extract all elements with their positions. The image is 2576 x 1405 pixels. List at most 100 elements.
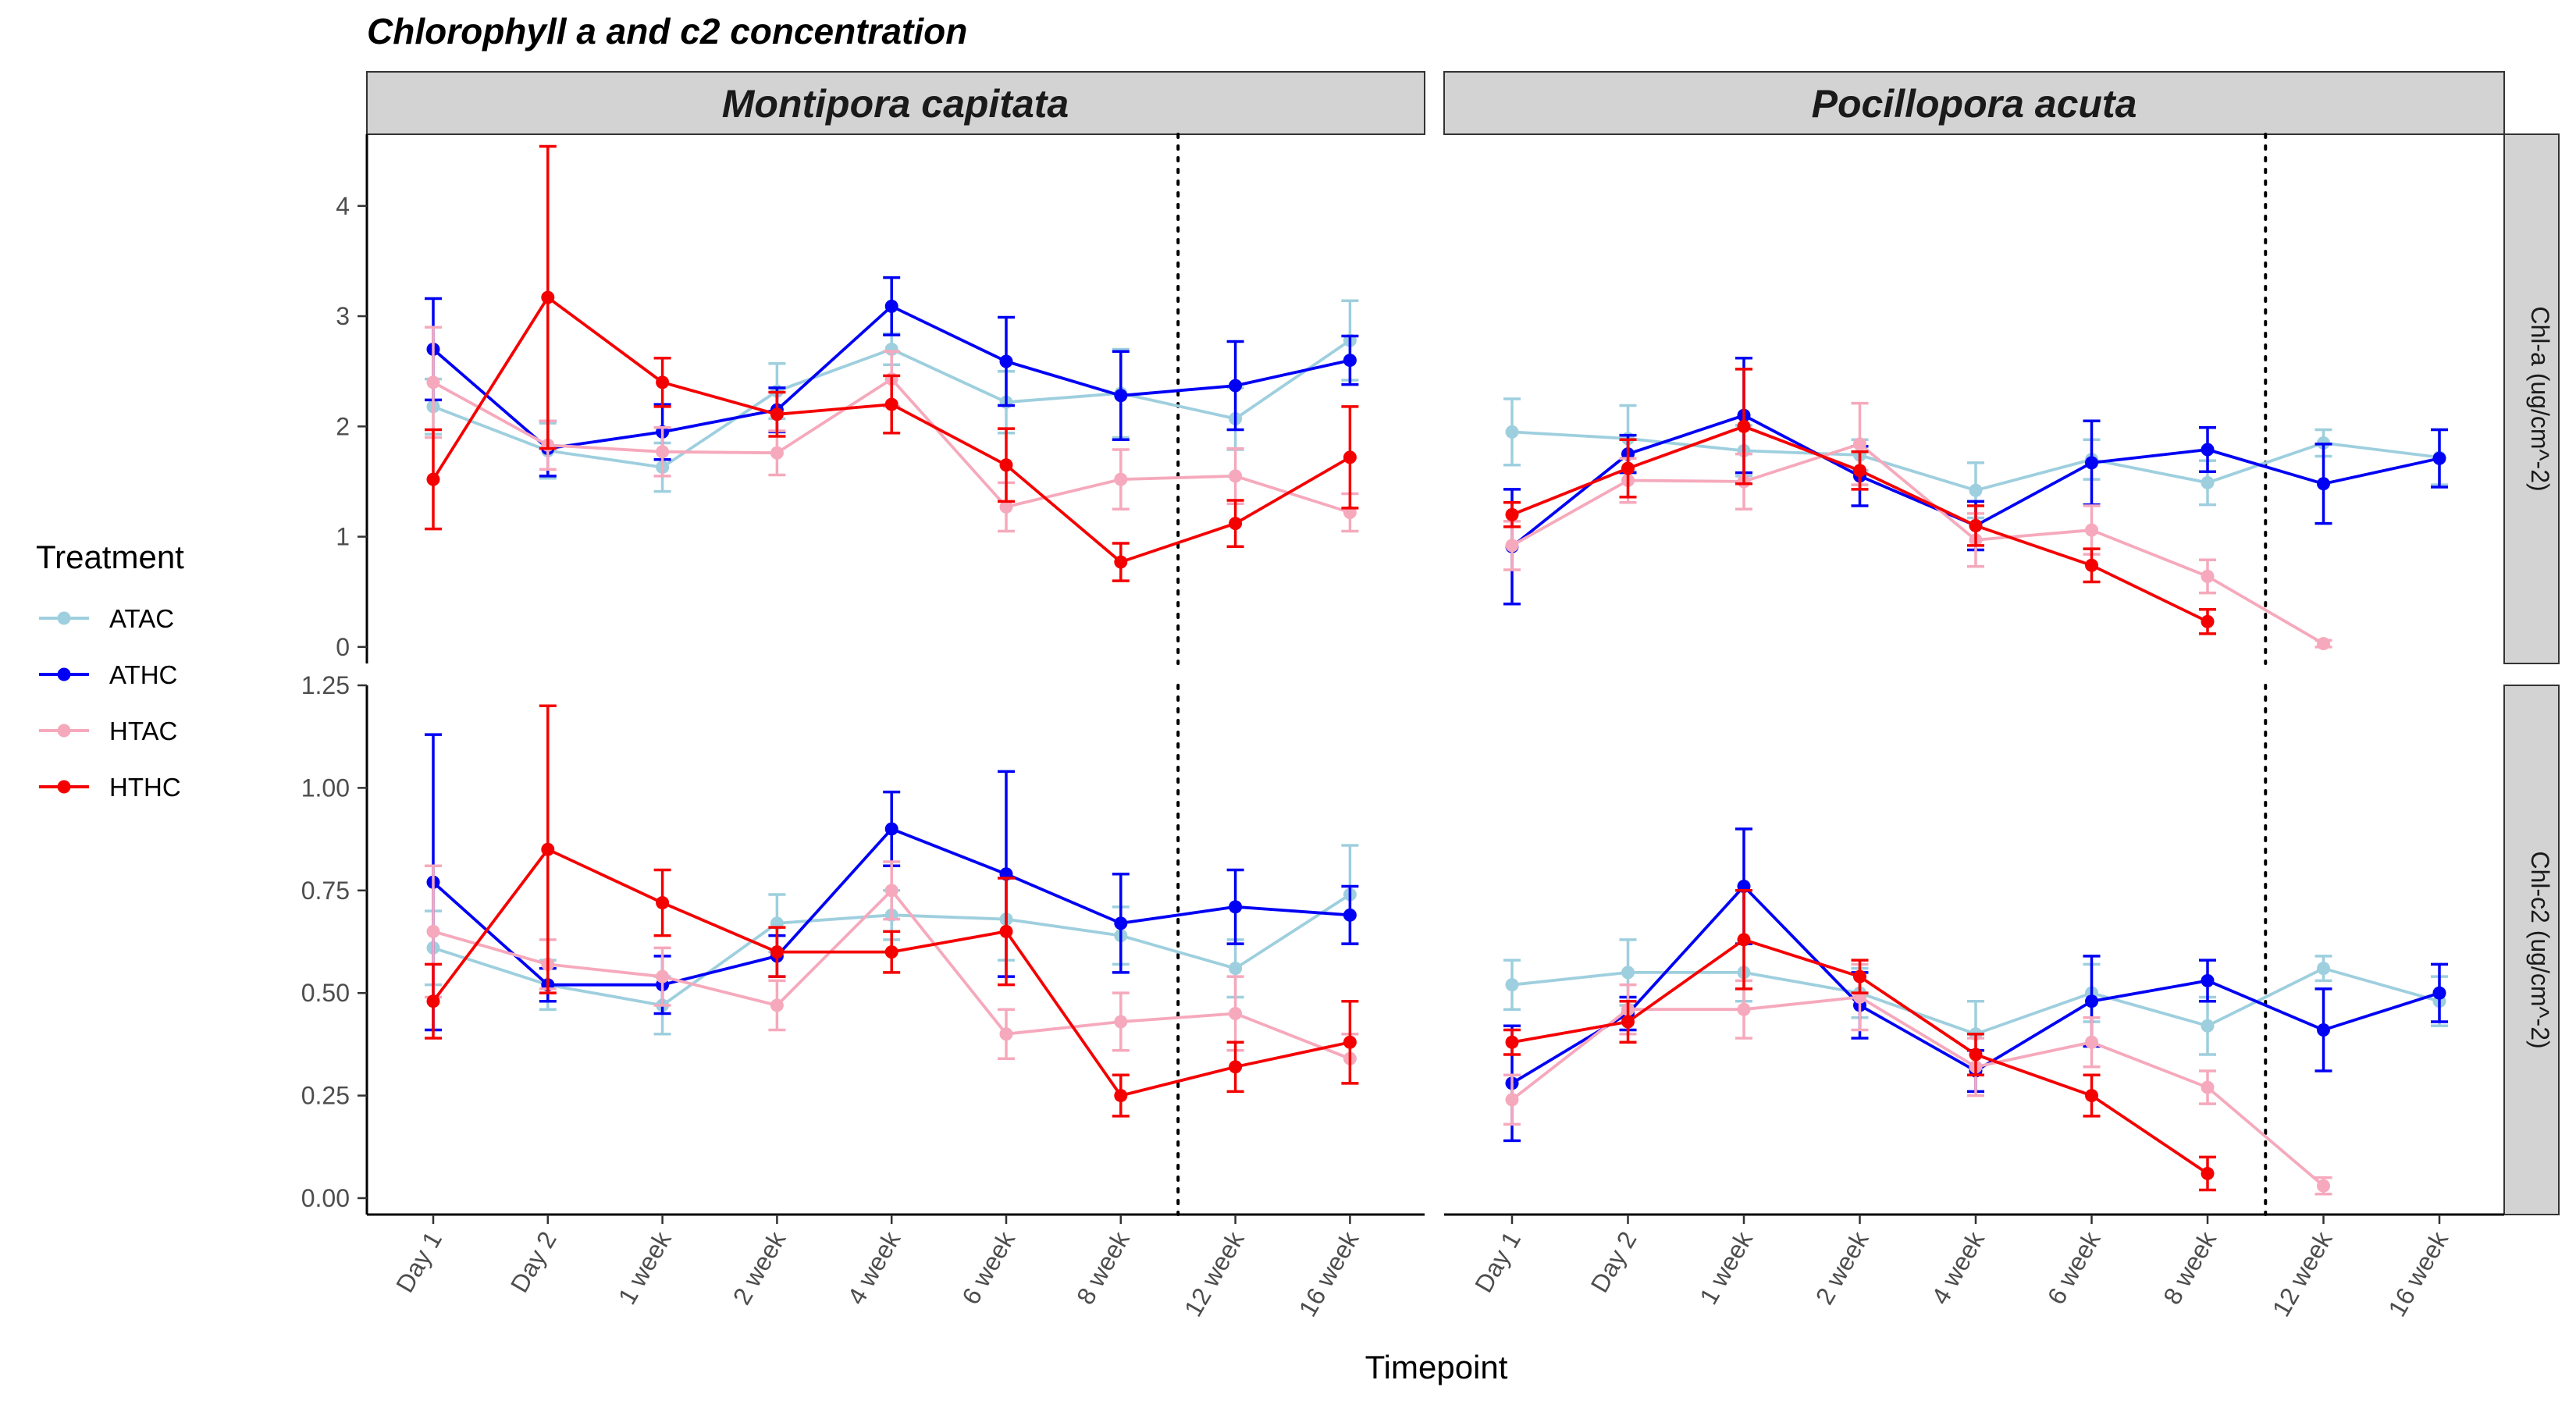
legend-item-hthc: HTHC	[39, 773, 181, 802]
y-tick-label: 0.25	[301, 1082, 350, 1110]
x-tick-label: 12 week	[2267, 1226, 2338, 1321]
data-point	[1229, 517, 1243, 531]
facet-label-pocillopora: Pocillopora acuta	[1812, 82, 2137, 126]
data-point	[1343, 354, 1357, 368]
data-point	[2432, 451, 2446, 465]
data-point	[999, 354, 1013, 368]
data-point	[2201, 443, 2215, 457]
x-tick-label: 4 week	[841, 1226, 906, 1310]
series-hthc	[425, 704, 1359, 1118]
data-point	[2085, 1089, 2098, 1103]
data-point	[656, 375, 670, 389]
data-point	[770, 407, 784, 422]
data-point	[656, 445, 670, 459]
data-point	[1505, 539, 1519, 553]
y-tick-label: 1.00	[301, 774, 350, 802]
row-label-chl-c2: Chl-c2 (ug/cm^-2)	[2526, 851, 2554, 1048]
data-point	[2085, 558, 2098, 572]
data-point	[2085, 994, 2098, 1008]
legend-item-htac: HTAC	[39, 717, 177, 745]
row-strip-chl-a	[2503, 133, 2560, 664]
data-point	[1737, 933, 1751, 947]
y-tick-label: 1	[336, 523, 350, 551]
data-point	[2085, 456, 2098, 470]
data-point	[999, 1027, 1013, 1041]
panel-area: 0 1 2 3 4 0.00 0.25 0.50 0.75 1.00 1.25 Day 1 Day 2 1…	[301, 133, 2504, 1321]
legend: Treatment ATAC ATHC HTAC HTHC	[36, 539, 184, 802]
x-tick-label: Day 1	[390, 1227, 447, 1297]
chart-title: Chlorophyll a and c2 concentration	[367, 11, 967, 52]
legend-label: ATAC	[109, 604, 174, 633]
x-tick-label: 8 week	[2158, 1226, 2222, 1310]
data-point	[1737, 419, 1751, 433]
data-point	[770, 446, 784, 460]
data-point	[1114, 472, 1128, 486]
legend-item-atac: ATAC	[39, 604, 174, 633]
data-point	[1505, 978, 1519, 992]
data-point	[2201, 1080, 2215, 1094]
data-point	[1114, 1015, 1128, 1029]
data-point	[1969, 1048, 1983, 1062]
data-point	[770, 998, 784, 1012]
data-point	[1621, 966, 1635, 980]
y-tick-label: 0.50	[301, 979, 350, 1007]
data-point	[2201, 475, 2215, 489]
data-point	[541, 290, 555, 304]
y-tick-label: 1.25	[301, 671, 350, 699]
data-point	[1343, 1035, 1357, 1049]
data-point	[1343, 908, 1357, 922]
y-tick-label: 0	[336, 633, 350, 661]
data-point	[1229, 1006, 1243, 1020]
facet-label-montipora: Montipora capitata	[722, 82, 1069, 126]
data-point	[426, 924, 440, 938]
data-point	[2432, 986, 2446, 1000]
data-point	[1621, 461, 1635, 475]
data-point	[1229, 900, 1243, 914]
data-point	[1114, 555, 1128, 569]
series-line	[1511, 443, 2325, 646]
data-point	[884, 945, 898, 959]
data-point	[656, 896, 670, 910]
x-tick-label: 8 week	[1071, 1226, 1135, 1310]
data-point	[426, 472, 440, 486]
data-point	[884, 884, 898, 898]
data-point	[999, 500, 1013, 514]
data-point	[1505, 425, 1519, 439]
data-point	[2201, 1019, 2215, 1033]
data-point	[1343, 450, 1357, 464]
x-tick-label: 1 week	[1694, 1226, 1758, 1310]
data-point	[770, 945, 784, 959]
data-point	[2201, 614, 2215, 628]
data-point	[884, 822, 898, 836]
y-tick-label: 0.00	[301, 1184, 350, 1212]
data-point	[1505, 1035, 1519, 1049]
data-point	[2317, 1179, 2330, 1193]
panel-r0-c1	[1503, 133, 2448, 665]
data-point	[1969, 483, 1983, 497]
legend-item-athc: ATHC	[39, 660, 177, 689]
y-tick-label: 3	[336, 302, 350, 330]
data-point	[1229, 379, 1243, 393]
data-point	[1853, 437, 1866, 451]
data-point	[1114, 389, 1128, 403]
legend-key-point	[57, 667, 71, 681]
data-point	[884, 397, 898, 411]
data-point	[1114, 916, 1128, 930]
data-point	[999, 924, 1013, 938]
x-tick-label: 6 week	[956, 1226, 1020, 1310]
data-point	[999, 458, 1013, 472]
x-tick-label: Day 1	[1469, 1227, 1526, 1297]
data-point	[656, 969, 670, 984]
y-tick-label: 0.75	[301, 877, 350, 905]
data-point	[1229, 1060, 1243, 1074]
x-tick-label: 4 week	[1926, 1226, 1990, 1310]
data-point	[1229, 962, 1243, 976]
data-point	[2201, 973, 2215, 987]
data-point	[426, 375, 440, 389]
panel-r1-c1: Day 1 Day 2 1 week 2 week 4 week 6 week 8 week…	[1444, 684, 2504, 1321]
data-point	[1853, 969, 1866, 984]
legend-keys: ATAC ATHC HTAC HTHC	[39, 604, 181, 802]
x-tick-label: Day 2	[1585, 1227, 1642, 1297]
legend-label: HTHC	[109, 773, 181, 802]
